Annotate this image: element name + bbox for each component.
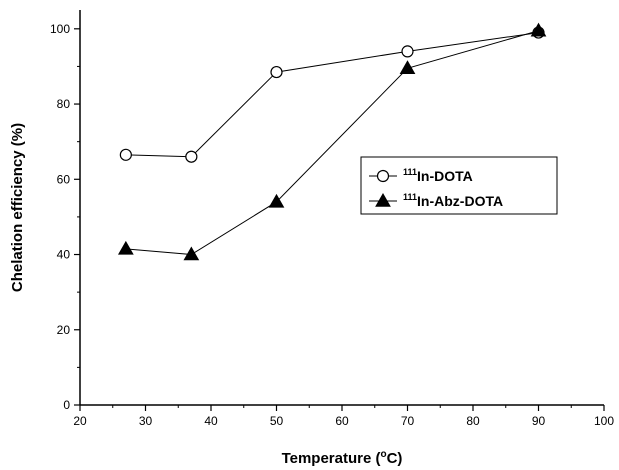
x-axis-title-suffix: C)	[387, 450, 403, 467]
x-tick-label: 70	[401, 414, 415, 428]
legend-marker-circle	[376, 169, 390, 183]
legend-label: 111In-Abz-DOTA	[403, 192, 503, 209]
legend-label: 111In-DOTA	[403, 167, 473, 184]
legend-label-text: In-Abz-DOTA	[417, 193, 503, 209]
data-point-circle	[401, 45, 414, 58]
x-axis-title: Temperature (oC)	[282, 449, 403, 467]
data-point-circle	[185, 150, 198, 163]
data-point-triangle	[183, 246, 200, 261]
data-point-triangle	[399, 60, 416, 75]
x-tick-label: 100	[594, 414, 614, 428]
x-tick-label: 50	[270, 414, 284, 428]
data-point-triangle	[117, 240, 134, 255]
x-axis-title-prefix: Temperature (	[282, 450, 381, 467]
legend-label-superscript: 111	[403, 167, 417, 177]
series-in-abz-dota	[117, 22, 547, 261]
x-tick-label: 30	[139, 414, 153, 428]
x-axis-title-superscript: o	[380, 449, 386, 460]
x-tick-label: 40	[204, 414, 218, 428]
y-axis-title: Chelation efficiency (%)	[9, 123, 26, 292]
series-line	[125, 30, 539, 256]
legend-item: 111In-Abz-DOTA	[369, 192, 503, 209]
data-point-triangle	[530, 22, 547, 37]
y-tick-label: 60	[57, 172, 71, 186]
series-line	[125, 32, 539, 158]
axes	[74, 10, 605, 411]
y-tick-label: 100	[50, 22, 70, 36]
x-tick-label: 90	[532, 414, 546, 428]
data-point-circle	[270, 65, 283, 79]
legend-label-text: In-DOTA	[417, 168, 473, 184]
y-tick-label: 40	[57, 248, 71, 262]
plot-area	[117, 22, 547, 261]
y-tick-label: 20	[57, 323, 71, 337]
y-tick-label: 80	[57, 97, 71, 111]
data-point-triangle	[268, 193, 285, 208]
y-tick-label: 0	[63, 398, 70, 412]
legend-box	[360, 156, 558, 215]
x-tick-label: 80	[466, 414, 480, 428]
x-tick-label: 20	[73, 414, 87, 428]
legend-item: 111In-DOTA	[369, 167, 473, 184]
legend-label-superscript: 111	[403, 192, 417, 202]
data-point-circle	[119, 148, 132, 161]
x-tick-label: 60	[335, 414, 349, 428]
legend-marker-triangle	[375, 192, 391, 207]
